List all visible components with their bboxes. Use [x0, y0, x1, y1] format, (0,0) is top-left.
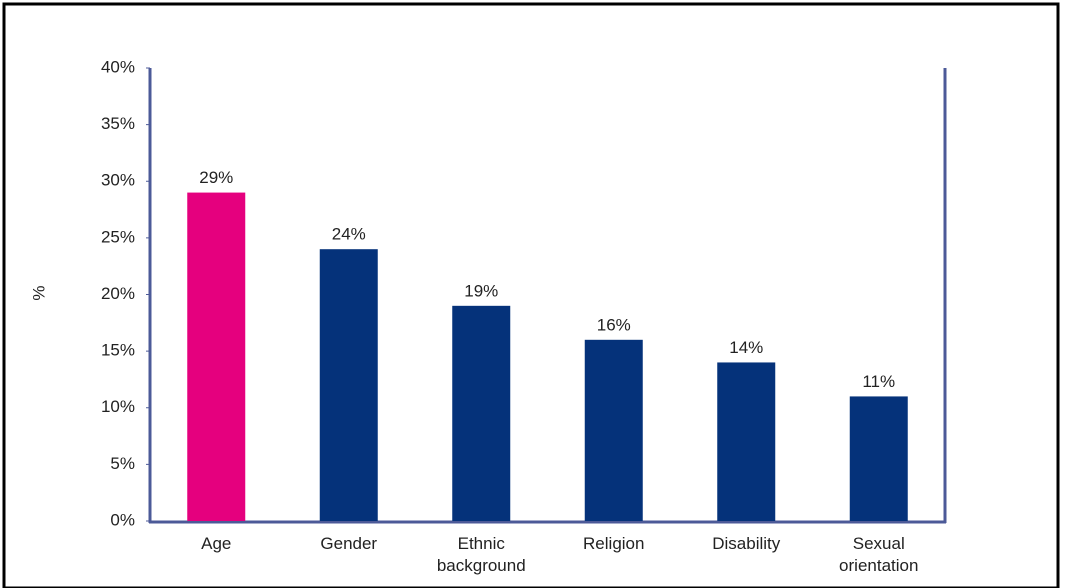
value-label: 11% [862, 372, 895, 391]
y-tick-label: 15% [101, 341, 135, 360]
y-tick-label: 40% [101, 57, 135, 76]
y-tick-label: 25% [101, 227, 135, 246]
bar [452, 305, 511, 521]
y-tick-label: 30% [101, 171, 135, 190]
x-tick-label: Gender [320, 534, 378, 553]
value-label: 16% [597, 315, 631, 334]
y-tick-label: 5% [110, 454, 135, 473]
y-tick-label: 35% [101, 114, 135, 133]
bar [849, 396, 908, 521]
value-label: 29% [199, 168, 233, 187]
y-tick-label: 0% [110, 510, 135, 529]
value-label: 19% [464, 281, 498, 300]
x-tick-label: Ethnic background [436, 534, 526, 575]
bar [187, 192, 246, 521]
value-label: 14% [729, 338, 763, 357]
x-tick-label: Religion [583, 534, 645, 553]
y-axis-label: % [29, 285, 48, 300]
value-label: 24% [332, 225, 366, 244]
x-tick-label: Age [201, 534, 232, 553]
bar [584, 339, 643, 521]
y-tick-label: 10% [101, 397, 135, 416]
bar [319, 249, 378, 521]
x-tick-label: Disability [712, 534, 781, 553]
x-tick-label: Sexual orientation [839, 534, 919, 575]
bar [717, 362, 776, 521]
y-tick-label: 20% [101, 284, 135, 303]
